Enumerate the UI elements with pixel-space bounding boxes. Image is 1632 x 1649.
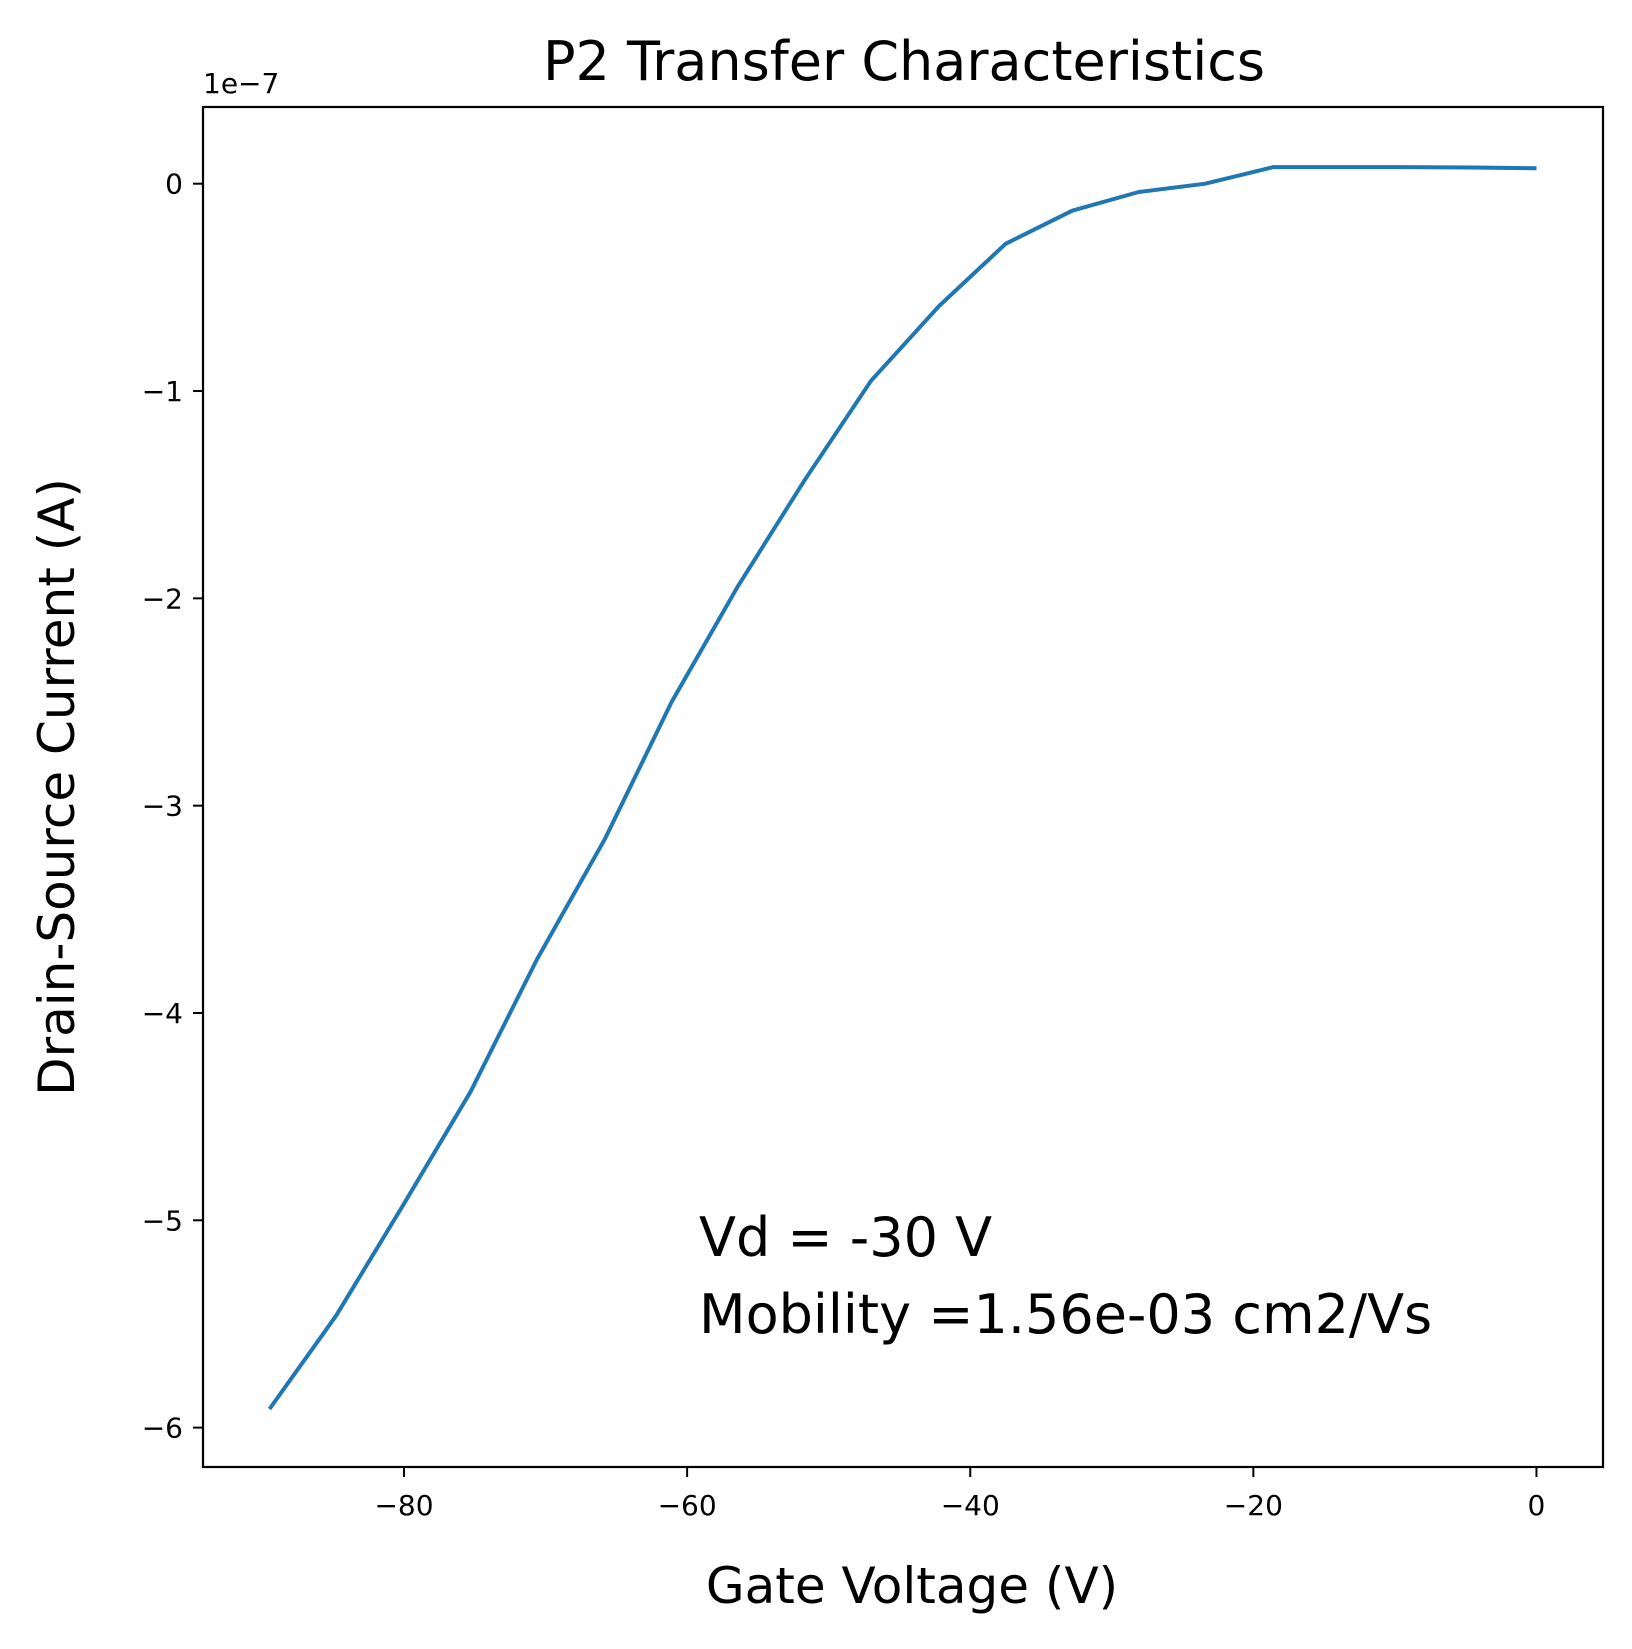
annotation-line-2: Mobility =1.56e-03 cm2/Vs — [699, 1283, 1432, 1346]
x-axis-label: Gate Voltage (V) — [706, 1557, 1118, 1615]
y-tick-label: −4 — [142, 997, 183, 1030]
y-tick-label: −2 — [142, 582, 183, 615]
annotation: Vd = -30 V Mobility =1.56e-03 cm2/Vs — [699, 1206, 1432, 1346]
x-tick-label: −80 — [374, 1489, 433, 1522]
chart-title: P2 Transfer Characteristics — [543, 30, 1265, 93]
x-tick-label: −60 — [658, 1489, 717, 1522]
x-tick-label: 0 — [1528, 1489, 1546, 1522]
y-tick-label: −5 — [142, 1204, 183, 1237]
series-group — [267, 165, 1537, 1411]
y-tick-label: −6 — [142, 1412, 183, 1445]
y-ticks: 0 −1 −2 −3 −4 −5 −6 — [142, 168, 203, 1445]
y-tick-label: −1 — [142, 375, 183, 408]
y-tick-label: 0 — [165, 168, 183, 201]
y-axis-label: Drain-Source Current (A) — [28, 478, 86, 1096]
plot-area: −80 −60 −40 −20 0 0 −1 −2 −3 −4 −5 −6 — [142, 105, 1605, 1522]
x-ticks: −80 −60 −40 −20 0 — [374, 1467, 1545, 1522]
y-offset-text: 1e−7 — [203, 67, 279, 100]
series-line — [267, 165, 1537, 1411]
axes-frame — [201, 105, 1605, 1469]
x-tick-label: −40 — [941, 1489, 1000, 1522]
y-tick-label: −3 — [142, 790, 183, 823]
x-tick-label: −20 — [1224, 1489, 1283, 1522]
annotation-line-1: Vd = -30 V — [699, 1206, 992, 1269]
